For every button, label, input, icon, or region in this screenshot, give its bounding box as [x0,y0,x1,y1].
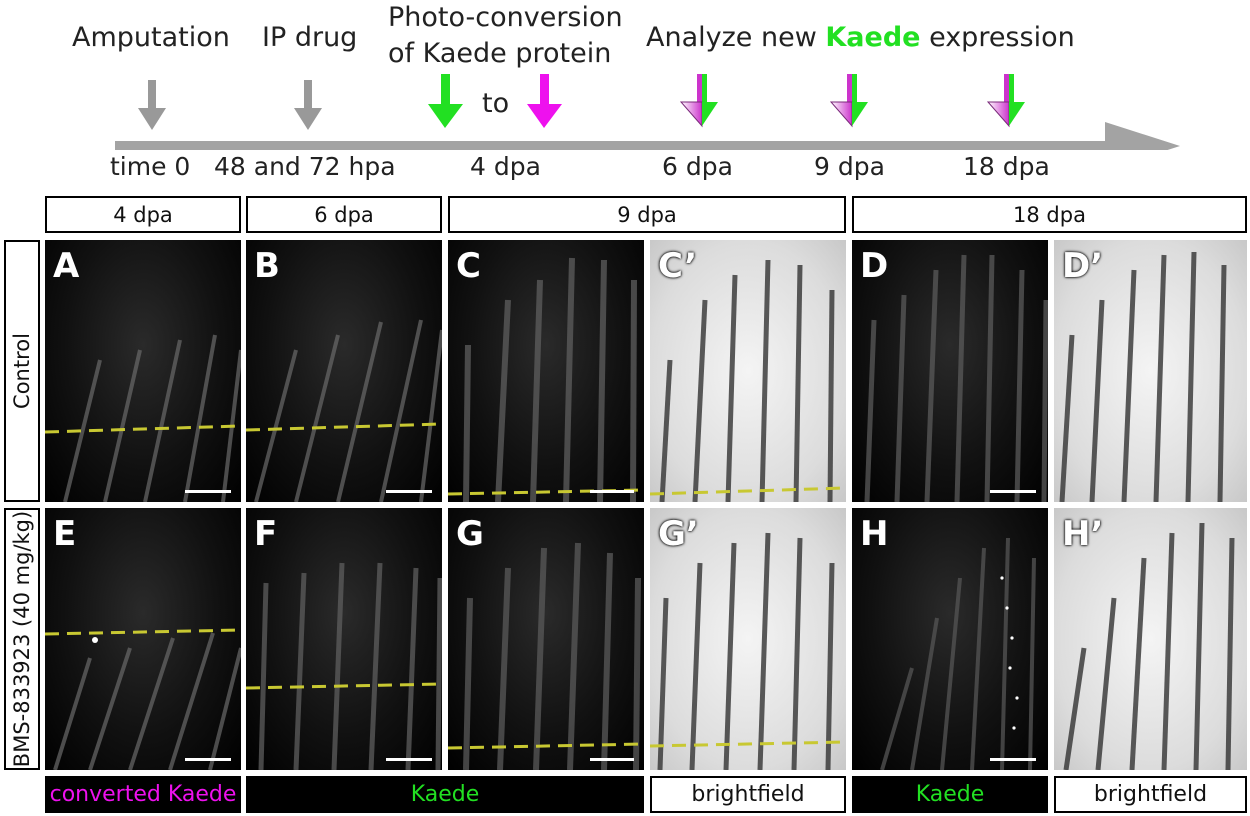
panel-D-prime: D’ [1054,240,1247,502]
panel-E-fin-image [45,628,241,770]
panel-label-D-prime: D’ [1062,246,1104,286]
panel-H-fin-image [880,537,1036,770]
timeline-axis [115,141,1125,150]
panel-G: G [448,508,644,770]
panel-A-fin-image [45,334,241,502]
analyze-label-kaede: Kaede [825,22,921,53]
analyze-9dpa-arrow-icon [829,74,868,128]
panel-G-prime: G’ [650,508,846,770]
time-label-18dpa: 18 dpa [963,152,1050,181]
panel-H: H [852,508,1048,770]
row-label-control-text: Control [10,333,34,409]
panel-F-fin-image [246,562,442,770]
scale-bar [386,490,432,493]
scale-bar [990,490,1036,493]
magenta-photoconversion-arrow-icon [527,74,562,128]
time-label-6dpa: 6 dpa [662,152,733,181]
panel-G-prime-fin-image [650,532,846,770]
analyze-18dpa-arrow-icon [986,74,1025,128]
ip-drug-label: IP drug [262,22,358,53]
panel-label-E: E [53,514,77,554]
panel-G-fin-image [448,542,644,770]
panel-label-D: D [860,246,889,286]
to-label: to [482,88,510,119]
scale-bar [990,758,1036,761]
panel-label-C: C [456,246,481,286]
time-label-4dpa: 4 dpa [470,152,541,181]
panel-label-G: G [456,514,484,554]
panel-label-H-prime: H’ [1062,514,1104,554]
panel-C-prime: C’ [650,240,846,502]
footer-kaede-2: Kaede [852,776,1048,813]
green-photoconversion-arrow-icon [428,74,463,128]
row-label-control: Control [4,240,40,502]
row-label-treated: BMS-833923 (40 mg/kg) [4,508,40,770]
photo-conversion-label-line1: Photo-conversion [388,2,623,33]
ip-drug-arrow-icon [294,80,322,130]
panel-label-C-prime: C’ [658,246,698,286]
footer-converted-kaede: converted Kaede [45,776,241,813]
panel-H-prime-fin-image [1063,522,1235,770]
panel-label-B: B [254,246,280,286]
amputation-label: Amputation [72,22,230,53]
amputation-arrow-icon [138,80,166,130]
panel-D-fin-image [864,254,1048,502]
scale-bar [185,758,231,761]
column-header-18dpa: 18 dpa [852,196,1247,233]
scale-bar [590,758,634,761]
column-header-6dpa: 6 dpa [246,196,442,233]
panel-A: A [45,240,241,502]
scale-bar [185,490,231,493]
panel-B: B [246,240,442,502]
footer-kaede-1: Kaede [246,776,644,813]
photo-conversion-label-line2: of Kaede protein [388,38,612,69]
footer-brightfield-2: brightfield [1054,776,1247,813]
panel-label-A: A [53,246,80,286]
timeline-arrowhead-icon [1105,122,1180,150]
panel-F: F [246,508,442,770]
scale-bar [386,758,432,761]
analyze-label-prefix: Analyze new [646,22,817,53]
analyze-label: Analyze new Kaede expression [646,22,1075,53]
panel-D-prime-fin-image [1059,251,1227,502]
panel-label-H: H [860,514,889,554]
analyze-6dpa-arrow-icon [679,74,718,128]
panel-H-prime: H’ [1054,508,1247,770]
scale-bar [590,490,634,493]
time-label-0: time 0 [110,152,191,181]
timeline-graphic [115,74,1180,150]
panel-C-prime-fin-image [650,259,846,502]
row-label-treated-text: BMS-833923 (40 mg/kg) [10,510,34,768]
panel-label-F: F [254,514,278,554]
panel-D: D [852,240,1048,502]
panel-E: E [45,508,241,770]
analyze-label-suffix: expression [929,22,1075,53]
panel-B-fin-image [246,319,442,502]
time-label-48-72hpa: 48 and 72 hpa [214,152,396,181]
time-label-9dpa: 9 dpa [814,152,885,181]
panel-C: C [448,240,644,502]
column-header-4dpa: 4 dpa [45,196,241,233]
column-header-9dpa: 9 dpa [448,196,846,233]
panel-label-G-prime: G’ [658,514,699,554]
footer-brightfield-1: brightfield [650,776,846,813]
